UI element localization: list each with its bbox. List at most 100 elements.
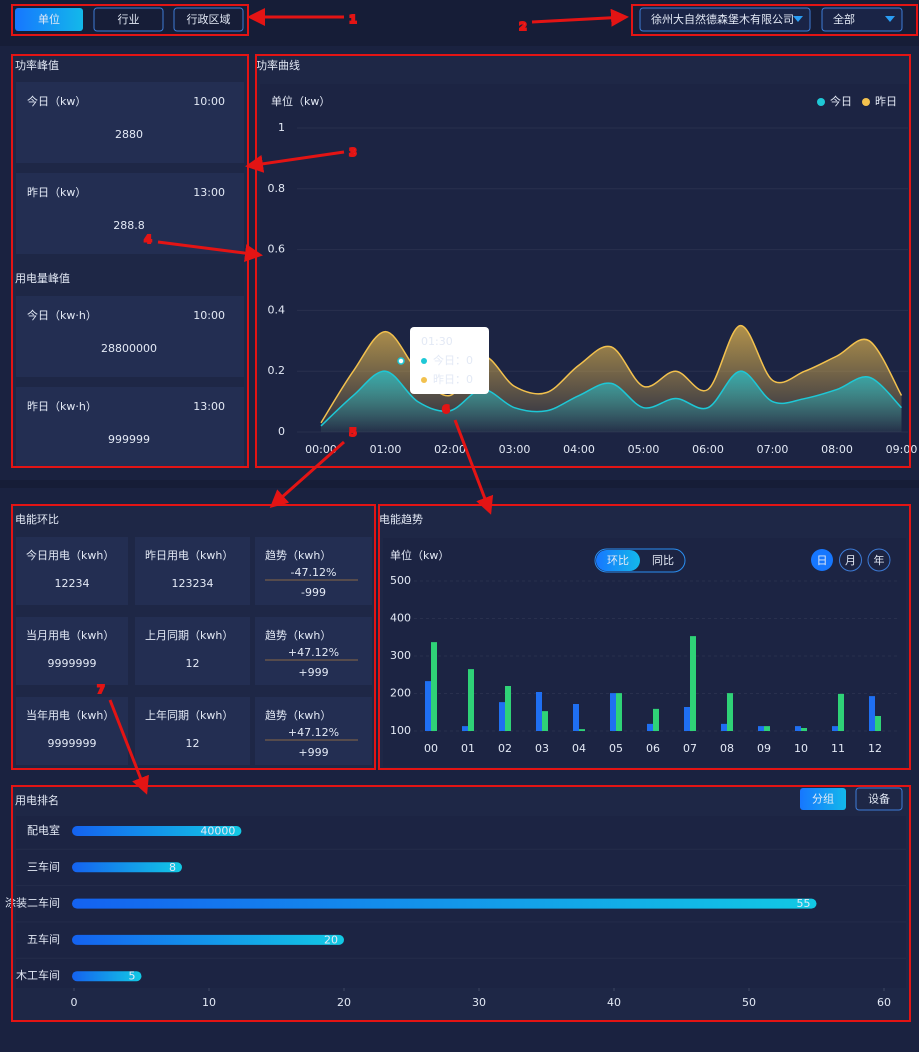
tab-label[interactable]: 行政区域: [187, 12, 231, 26]
tab-button[interactable]: [93, 7, 164, 32]
x-tick-label: 0: [71, 996, 78, 1009]
x-tick-label: 08: [720, 742, 734, 755]
dropdown-value[interactable]: 徐州大自然德森堡木有限公司: [651, 12, 794, 26]
axis-title: 单位（kw）: [271, 94, 330, 108]
annotation-number: 1: [349, 13, 357, 26]
group-button-label[interactable]: 设备: [868, 792, 890, 806]
bar: [610, 693, 616, 731]
bar: [801, 728, 807, 731]
tab-button[interactable]: [173, 7, 244, 32]
stat-label: 当年用电（kwh）: [26, 708, 114, 722]
x-tick-label: 50: [742, 996, 756, 1009]
x-tick-label: 40: [607, 996, 621, 1009]
bar-label: 8: [169, 861, 176, 874]
bar: [425, 681, 431, 731]
annotation-number: 2: [519, 20, 527, 33]
annotation-arrow: [531, 8, 629, 27]
bar: [838, 693, 844, 731]
panel-title: 功率曲线: [256, 58, 300, 72]
stat-value: 12: [186, 657, 200, 670]
annotation-arrow: [453, 419, 494, 515]
tab-label[interactable]: 行业: [118, 13, 140, 26]
category-label: 五车间: [27, 932, 60, 946]
group-button[interactable]: [800, 788, 846, 810]
stat-value: +999: [298, 746, 328, 759]
bar: [72, 934, 344, 945]
dropdown-caret[interactable]: [793, 16, 803, 22]
category-label: 涂装二车间: [5, 896, 60, 910]
tooltip-dot: [421, 377, 427, 383]
bar: [616, 693, 622, 731]
stat-label: 当月用电（kwh）: [26, 628, 114, 642]
group-button[interactable]: [855, 787, 903, 811]
period-button[interactable]: [811, 549, 833, 571]
y-tick-label: 100: [390, 724, 411, 737]
category-label: 木工车间: [16, 968, 60, 982]
y-tick-label: 1: [278, 121, 285, 134]
panel-title: 电能趋势: [379, 512, 423, 526]
y-tick-label: 300: [390, 649, 411, 662]
stat-cell: [135, 697, 250, 765]
stat-change: +47.12%: [288, 646, 339, 659]
dropdown[interactable]: [821, 7, 903, 32]
tooltip: [410, 327, 489, 394]
toggle-active[interactable]: [596, 550, 640, 571]
toggle-label[interactable]: 同比: [652, 554, 674, 567]
x-tick-label: 60: [877, 996, 891, 1009]
x-tick-label: 03:00: [499, 443, 531, 456]
period-button[interactable]: [839, 548, 862, 572]
line: [320, 370, 903, 427]
kpi-card: [16, 173, 244, 254]
toggle-label[interactable]: 环比: [607, 554, 629, 567]
y-tick-label: 500: [390, 574, 411, 587]
tab-label[interactable]: 单位: [38, 12, 60, 26]
bar: [505, 686, 511, 731]
bar: [579, 729, 585, 731]
legend-label: 昨日: [875, 95, 897, 108]
kpi-value: 28800000: [101, 342, 157, 355]
period-label[interactable]: 年: [874, 553, 885, 567]
kpi-label: 今日（kw）: [27, 94, 86, 108]
axis-title: 单位（kw）: [390, 548, 449, 562]
stat-value: -999: [301, 586, 326, 599]
stat-label: 今日用电（kwh）: [26, 548, 114, 562]
kpi-value: 999999: [108, 433, 150, 446]
dropdown[interactable]: [639, 7, 811, 32]
stat-label: 上月同期（kwh）: [145, 629, 233, 642]
tooltip-row: 今日：0: [433, 353, 473, 367]
stat-cell: [135, 617, 250, 685]
tab-button[interactable]: [15, 8, 83, 31]
x-tick-label: 04:00: [563, 443, 595, 456]
bar: [721, 723, 727, 731]
bar-label: 55: [797, 897, 811, 910]
annotation-number: 7: [97, 683, 105, 696]
period-label[interactable]: 日: [817, 554, 828, 567]
annotation-number: 5: [349, 426, 357, 439]
stat-cell: [16, 537, 128, 605]
bar: [795, 726, 801, 731]
bar: [573, 704, 579, 731]
y-tick-label: 0.4: [268, 303, 286, 316]
toggle[interactable]: [594, 548, 686, 573]
group-button-label[interactable]: 分组: [812, 792, 834, 806]
x-tick-label: 01:00: [370, 443, 402, 456]
period-button[interactable]: [867, 548, 891, 572]
x-tick-label: 10: [202, 996, 216, 1009]
annotation-box: [378, 504, 911, 770]
stat-cell: [255, 697, 372, 765]
x-tick-label: 12: [868, 742, 882, 755]
bar: [72, 826, 242, 836]
dropdown-value[interactable]: 全部: [833, 12, 855, 26]
stat-value: 9999999: [48, 657, 97, 670]
period-label[interactable]: 月: [845, 554, 856, 567]
bar: [764, 726, 770, 731]
annotation-arrow: [108, 699, 149, 795]
x-tick-label: 04: [572, 742, 586, 755]
bar: [462, 726, 468, 731]
legend-swatch: [817, 98, 825, 106]
dropdown-caret[interactable]: [885, 16, 895, 22]
